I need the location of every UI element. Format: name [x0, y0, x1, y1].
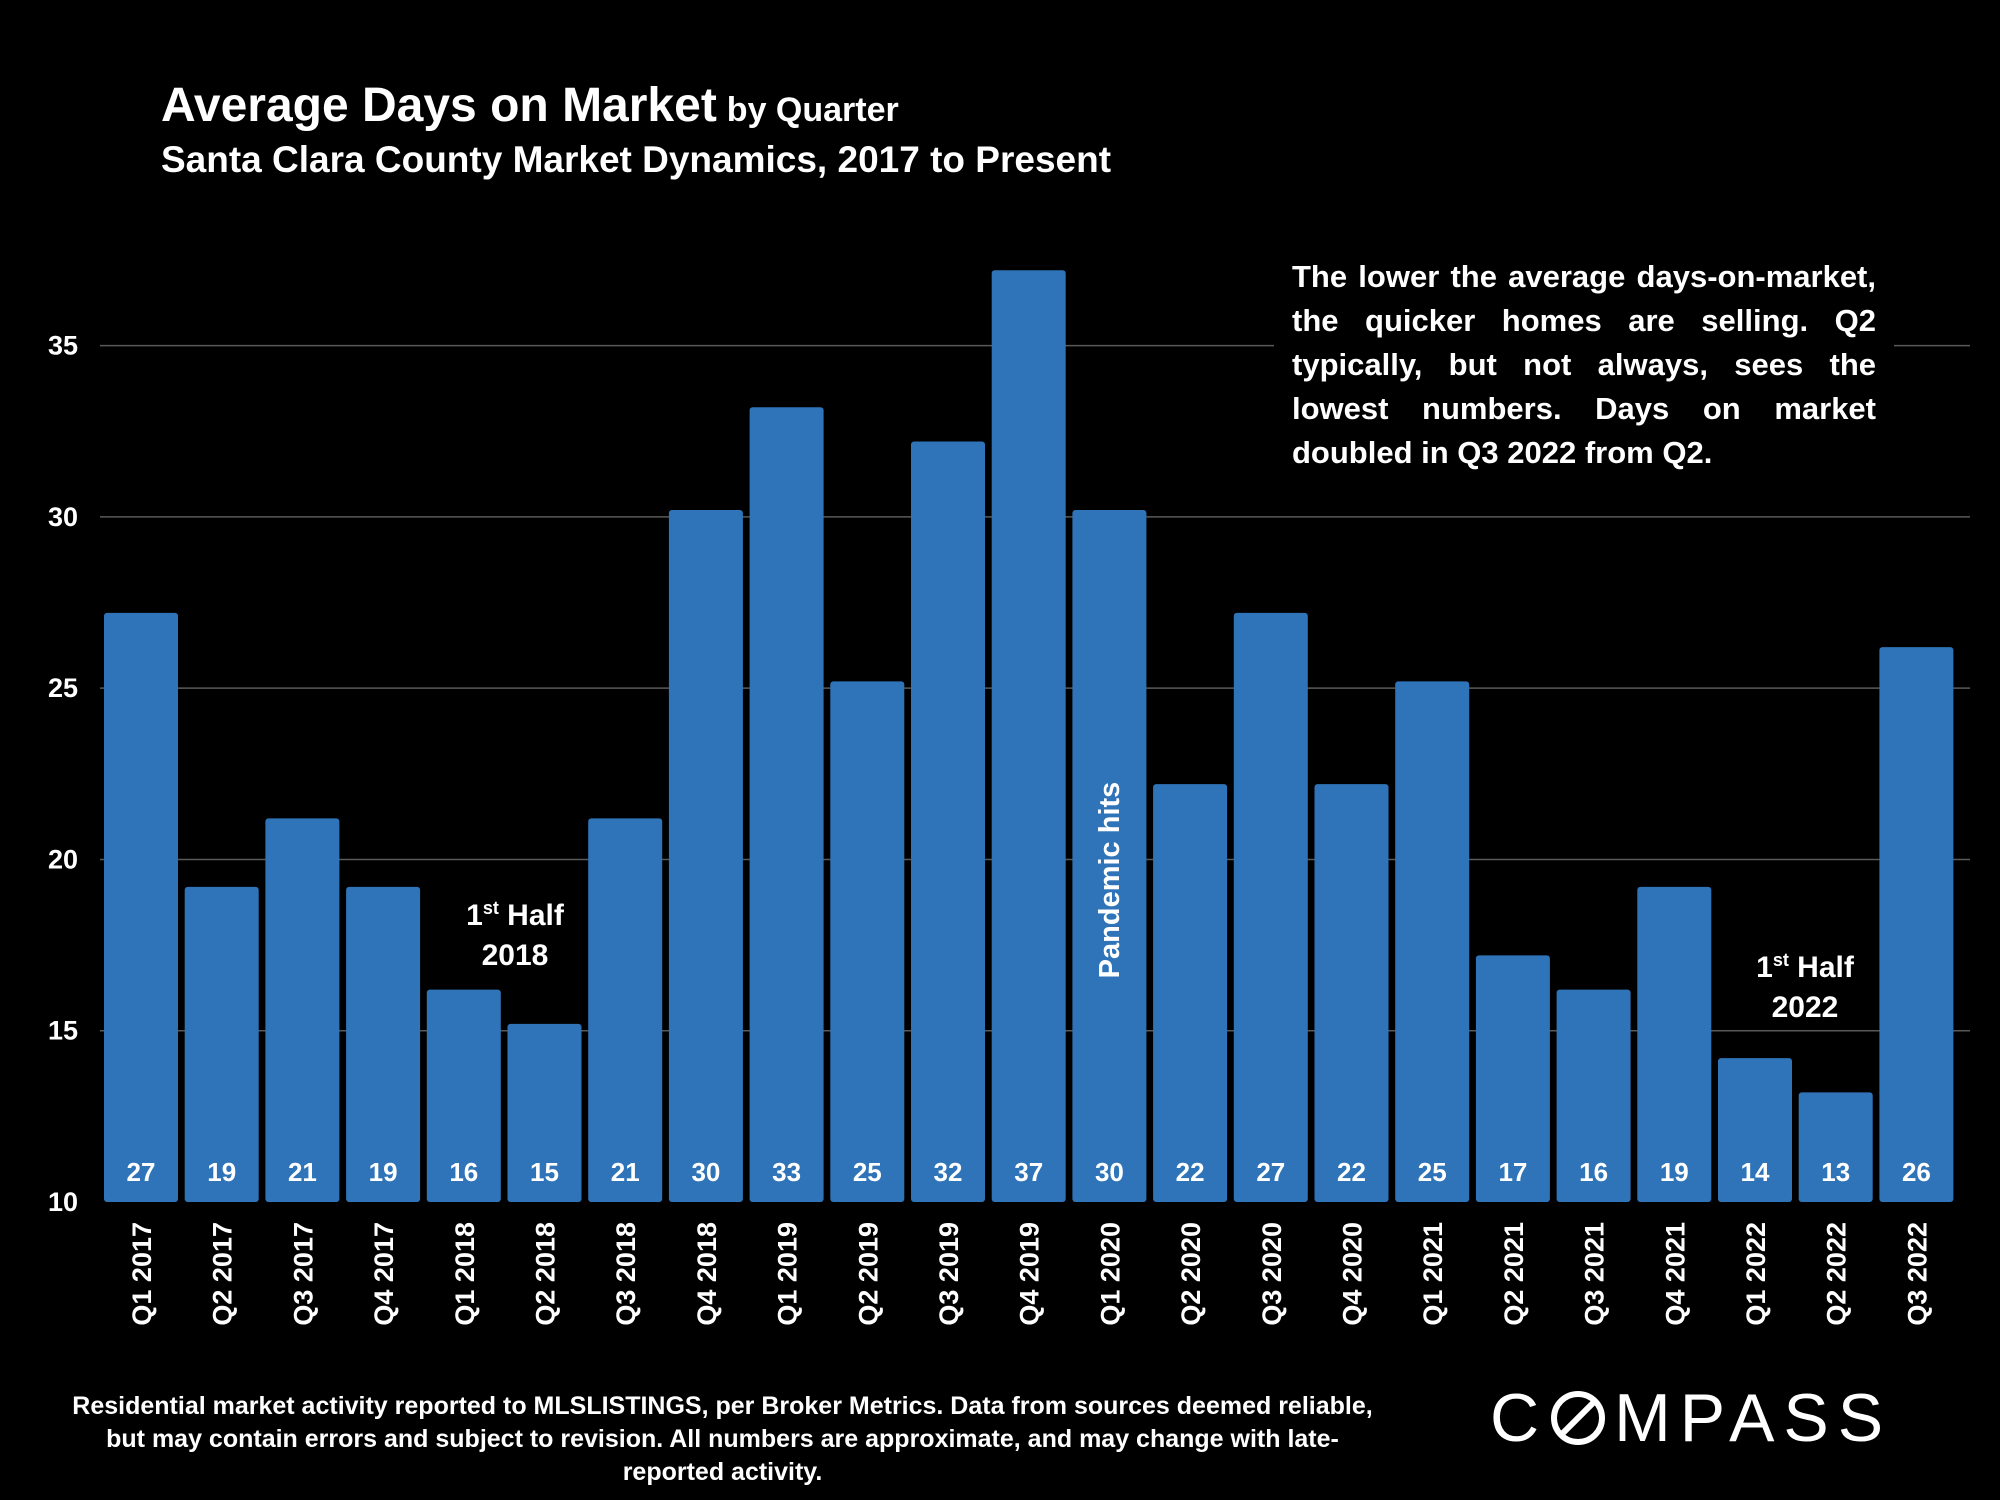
bar	[588, 818, 663, 1202]
source-footnote: Residential market activity reported to …	[72, 1392, 1373, 1486]
annotation-word: Half	[1797, 951, 1854, 984]
bar	[426, 989, 501, 1202]
data-label: 25	[1418, 1157, 1447, 1187]
data-label: 25	[853, 1157, 882, 1187]
x-tick-label: Q1 2022	[1741, 1222, 1771, 1326]
x-tick-label: Q3 2019	[934, 1222, 964, 1326]
data-label: 32	[934, 1157, 963, 1187]
data-label: 19	[369, 1157, 398, 1187]
y-tick-label: 30	[48, 502, 78, 532]
annotation-word: Half	[507, 899, 564, 932]
data-label: 22	[1337, 1157, 1366, 1187]
chart-note: The lower the average days-on-market, th…	[1274, 255, 1894, 481]
data-label: 27	[1256, 1157, 1285, 1187]
x-tick-label: Q3 2020	[1257, 1222, 1287, 1326]
data-label: 19	[1660, 1157, 1689, 1187]
bar	[1314, 784, 1389, 1202]
x-tick-label: Q3 2022	[1902, 1222, 1932, 1326]
x-tick-label: Q3 2021	[1580, 1222, 1610, 1326]
compass-logo: C MPASS	[1490, 1378, 1892, 1458]
data-label: 15	[530, 1157, 559, 1187]
data-label: 19	[207, 1157, 236, 1187]
x-tick-label: Q2 2019	[853, 1222, 883, 1326]
logo-o-icon	[1551, 1391, 1606, 1445]
data-label: 21	[611, 1157, 640, 1187]
x-tick-label: Q2 2017	[208, 1222, 238, 1326]
bar	[1153, 784, 1228, 1202]
bar	[265, 818, 340, 1202]
y-tick-label: 10	[48, 1187, 78, 1217]
bar	[1395, 681, 1470, 1202]
bar-chart: 10 15 20 25 30 35 27 Q1 2017 19 Q2 2017 21 Q3 2017 1…	[48, 270, 1970, 1326]
x-tick-label: Q2 2022	[1822, 1222, 1852, 1326]
bar	[911, 441, 985, 1203]
data-label: 16	[1579, 1157, 1608, 1187]
chart-title-block: Average Days on Market by Quarter Santa C…	[161, 78, 1111, 181]
x-tick-label: Q4 2021	[1660, 1222, 1690, 1326]
x-tick-label: Q1 2021	[1418, 1222, 1448, 1326]
data-label: 16	[449, 1157, 478, 1187]
x-tick-label: Q1 2020	[1095, 1222, 1125, 1326]
x-tick-label: Q4 2018	[692, 1222, 722, 1326]
bar	[1556, 989, 1631, 1202]
data-label: 37	[1014, 1157, 1043, 1187]
x-tick-label: Q2 2018	[531, 1222, 561, 1326]
bar	[1798, 1092, 1873, 1202]
y-tick-label: 35	[48, 331, 78, 361]
annotation-superscript: st	[482, 898, 499, 918]
annotation-ordinal: 1	[466, 899, 483, 932]
data-label: 30	[1095, 1157, 1124, 1187]
bar	[184, 886, 259, 1202]
annotation-pandemic-label: Pandemic hits	[1092, 760, 1128, 1000]
x-tick-label: Q1 2017	[127, 1222, 157, 1326]
data-label: 13	[1821, 1157, 1850, 1187]
x-tick-label: Q4 2020	[1338, 1222, 1368, 1326]
bar	[507, 1023, 582, 1202]
data-label: 17	[1498, 1157, 1527, 1187]
data-label: 26	[1902, 1157, 1931, 1187]
bar	[749, 407, 824, 1202]
data-label: 22	[1176, 1157, 1205, 1187]
bar	[1879, 647, 1954, 1202]
annotation-year: 2018	[481, 939, 549, 972]
annotation-first-half-2022: 1st Half 2022	[1730, 940, 1880, 1028]
data-label: 27	[127, 1157, 156, 1187]
data-label: 33	[772, 1157, 801, 1187]
y-tick-label: 20	[48, 844, 78, 874]
x-tick-label: Q3 2018	[611, 1222, 641, 1326]
x-tick-label: Q2 2021	[1499, 1222, 1529, 1326]
bar	[1475, 955, 1550, 1202]
bar	[1233, 612, 1308, 1202]
x-tick-label: Q1 2019	[773, 1222, 803, 1326]
data-label: 14	[1741, 1157, 1770, 1187]
chart-subtitle: Santa Clara County Market Dynamics, 2017…	[161, 139, 1112, 180]
y-tick-label: 25	[48, 673, 78, 703]
annotation-year: 2022	[1771, 991, 1839, 1024]
x-tick-label: Q4 2017	[369, 1222, 399, 1326]
bar	[668, 510, 743, 1202]
data-label: 30	[691, 1157, 720, 1187]
x-tick-label: Q3 2017	[288, 1222, 318, 1326]
bar	[346, 886, 421, 1202]
bar	[991, 270, 1066, 1202]
bar	[1637, 886, 1712, 1202]
chart-title-suffix: by Quarter	[726, 91, 899, 129]
annotation-first-half-2018: 1st Half 2018	[440, 888, 590, 976]
annotation-superscript: st	[1772, 950, 1789, 970]
bar	[104, 612, 178, 1202]
logo-letters: MPASS	[1614, 1380, 1893, 1456]
annotation-ordinal: 1	[1756, 951, 1773, 984]
x-tick-label: Q1 2018	[450, 1222, 480, 1326]
data-label: 21	[288, 1157, 317, 1187]
y-tick-label: 15	[48, 1016, 78, 1046]
logo-letter-c: C	[1490, 1380, 1549, 1456]
chart-title: Average Days on Market	[161, 79, 717, 132]
bar	[830, 681, 905, 1202]
x-tick-label: Q4 2019	[1015, 1222, 1045, 1326]
bar	[1718, 1058, 1792, 1202]
x-tick-label: Q2 2020	[1176, 1222, 1206, 1326]
